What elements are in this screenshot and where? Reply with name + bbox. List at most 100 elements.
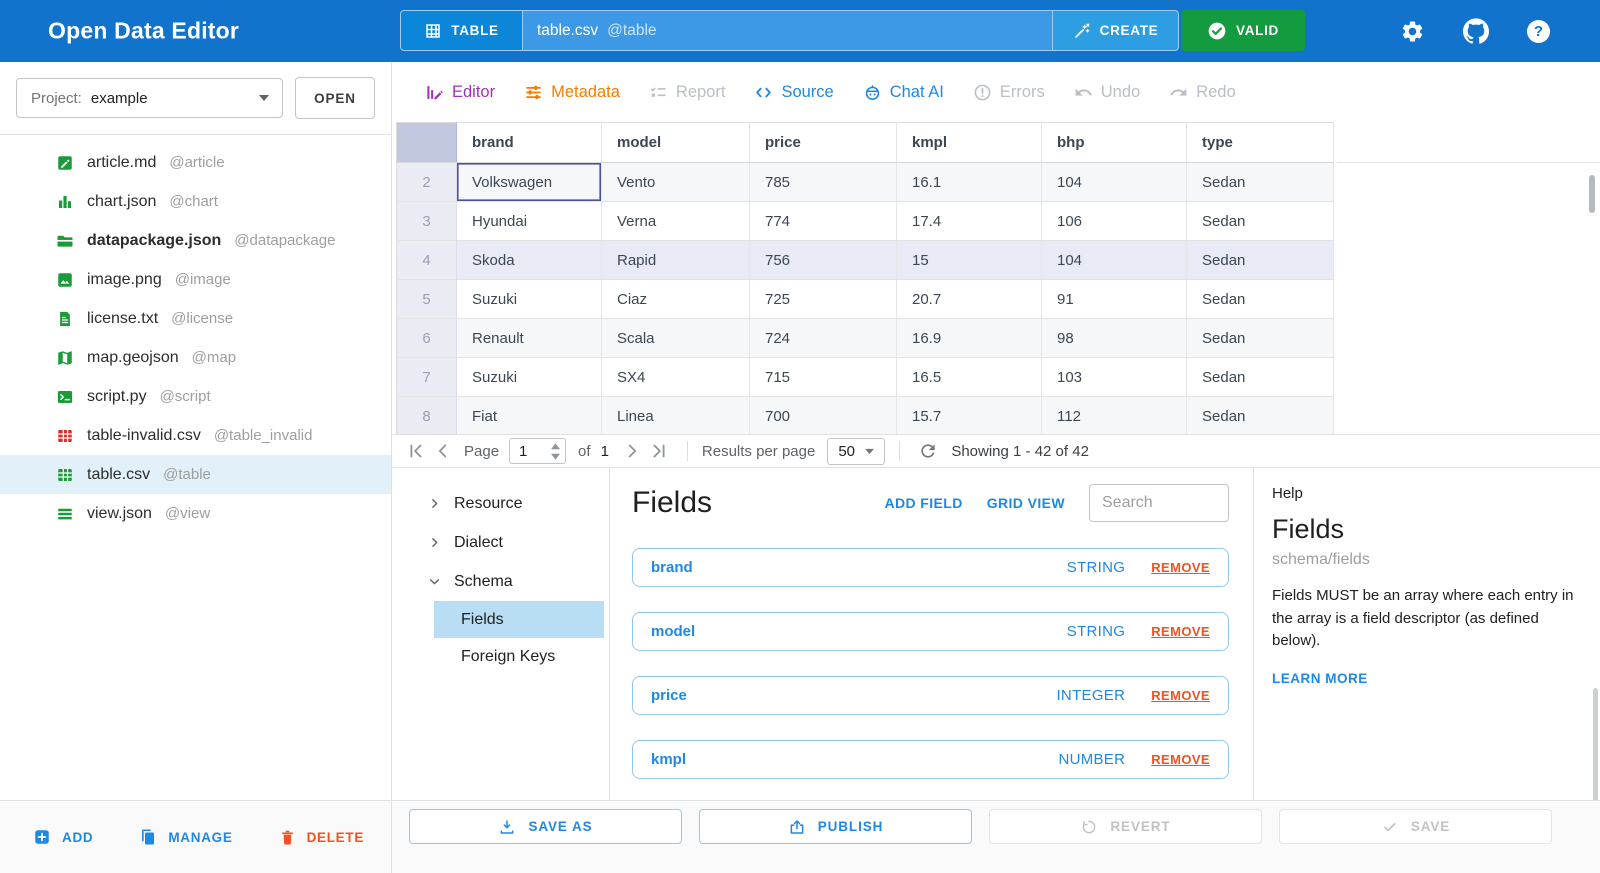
tab-source[interactable]: Source [754, 83, 834, 102]
row-number[interactable]: 7 [396, 357, 457, 397]
column-header-model[interactable]: model [601, 122, 750, 163]
cell[interactable]: Linea [601, 396, 750, 434]
table-mode-button[interactable]: TABLE [400, 10, 523, 51]
cell[interactable]: 98 [1041, 318, 1187, 358]
page-number-input[interactable] [509, 438, 567, 464]
column-header-bhp[interactable]: bhp [1041, 122, 1187, 163]
row-number[interactable]: 4 [396, 240, 457, 280]
cell[interactable]: 756 [749, 240, 897, 280]
grid-view-button[interactable]: GRID VIEW [986, 495, 1065, 511]
row-number[interactable]: 2 [396, 162, 457, 202]
cell[interactable]: 16.1 [896, 162, 1042, 202]
tree-item-foreign-keys[interactable]: Foreign Keys [461, 647, 556, 665]
row-number[interactable]: 6 [396, 318, 457, 358]
cell[interactable]: 106 [1041, 201, 1187, 241]
cell[interactable]: 724 [749, 318, 897, 358]
cell[interactable]: 700 [749, 396, 897, 434]
column-header-price[interactable]: price [749, 122, 897, 163]
cell[interactable]: SX4 [601, 357, 750, 397]
tab-metadata[interactable]: Metadata [524, 83, 620, 102]
sidebar-item-datapackage[interactable]: datapackage.json @datapackage [0, 221, 391, 260]
cell[interactable]: Verna [601, 201, 750, 241]
remove-button[interactable]: REMOVE [1151, 752, 1210, 767]
cell[interactable]: Sedan [1186, 279, 1334, 319]
sidebar-item-chart[interactable]: chart.json @chart [0, 182, 391, 221]
results-per-page-select[interactable]: 50 [827, 437, 886, 465]
field-card-price[interactable]: price INTEGER REMOVE [632, 676, 1229, 715]
cell[interactable]: Sedan [1186, 396, 1334, 434]
last-page-icon[interactable] [646, 440, 673, 462]
cell[interactable]: Skoda [456, 240, 602, 280]
delete-button[interactable]: DELETE [279, 829, 364, 846]
tree-item-schema[interactable]: Schema [392, 562, 609, 601]
cell[interactable]: Sedan [1186, 357, 1334, 397]
column-header-brand[interactable]: brand [456, 122, 602, 163]
cell[interactable]: 103 [1041, 357, 1187, 397]
first-page-icon[interactable] [402, 440, 429, 462]
cell[interactable]: 91 [1041, 279, 1187, 319]
vertical-scrollbar[interactable] [1589, 175, 1595, 213]
sidebar-item-view[interactable]: view.json @view [0, 494, 391, 533]
field-card-model[interactable]: model STRING REMOVE [632, 612, 1229, 651]
add-field-button[interactable]: ADD FIELD [884, 495, 963, 511]
cell[interactable]: Suzuki [456, 279, 602, 319]
cell[interactable]: Rapid [601, 240, 750, 280]
cell[interactable]: Fiat [456, 396, 602, 434]
cell[interactable]: Renault [456, 318, 602, 358]
cell[interactable]: Vento [601, 162, 750, 202]
learn-more-link[interactable]: LEARN MORE [1272, 670, 1368, 686]
publish-button[interactable]: PUBLISH [699, 809, 972, 844]
sidebar-item-script[interactable]: script.py @script [0, 377, 391, 416]
column-header-kmpl[interactable]: kmpl [896, 122, 1042, 163]
vertical-scrollbar[interactable] [1593, 688, 1598, 826]
remove-button[interactable]: REMOVE [1151, 624, 1210, 639]
cell[interactable]: 104 [1041, 240, 1187, 280]
cell[interactable]: 16.9 [896, 318, 1042, 358]
sidebar-item-map[interactable]: map.geojson @map [0, 338, 391, 377]
tree-item-fields[interactable]: Fields [434, 601, 604, 638]
manage-button[interactable]: MANAGE [139, 828, 232, 846]
save-as-button[interactable]: SAVE AS [409, 809, 682, 844]
tree-item-dialect[interactable]: Dialect [392, 523, 609, 562]
help-icon[interactable]: ? [1527, 19, 1550, 43]
next-page-icon[interactable] [619, 440, 646, 462]
search-input[interactable] [1089, 484, 1229, 522]
cell[interactable]: 715 [749, 357, 897, 397]
open-project-button[interactable]: OPEN [295, 77, 375, 119]
cell[interactable]: 15 [896, 240, 1042, 280]
cell[interactable]: Ciaz [601, 279, 750, 319]
spinner-arrows-icon[interactable] [551, 443, 561, 460]
sidebar-item-image[interactable]: image.png @image [0, 260, 391, 299]
sidebar-item-table-invalid[interactable]: table-invalid.csv @table_invalid [0, 416, 391, 455]
tab-chat-ai[interactable]: Chat AI [863, 83, 944, 102]
cell[interactable]: 725 [749, 279, 897, 319]
cell[interactable]: 16.5 [896, 357, 1042, 397]
cell[interactable]: 15.7 [896, 396, 1042, 434]
sidebar-item-article[interactable]: article.md @article [0, 143, 391, 182]
prev-page-icon[interactable] [429, 440, 456, 462]
row-number[interactable]: 3 [396, 201, 457, 241]
file-path-input[interactable]: table.csv @table [523, 10, 1053, 51]
row-number[interactable]: 8 [396, 396, 457, 434]
remove-button[interactable]: REMOVE [1151, 560, 1210, 575]
github-icon[interactable] [1463, 18, 1489, 44]
cell[interactable]: Sedan [1186, 318, 1334, 358]
field-card-brand[interactable]: brand STRING REMOVE [632, 548, 1229, 587]
cell[interactable]: 104 [1041, 162, 1187, 202]
cell[interactable]: Scala [601, 318, 750, 358]
column-header-type[interactable]: type [1186, 122, 1334, 163]
refresh-icon[interactable] [914, 441, 941, 461]
page-number-field[interactable] [510, 441, 556, 461]
tab-editor[interactable]: Editor [425, 83, 495, 102]
remove-button[interactable]: REMOVE [1151, 688, 1210, 703]
cell[interactable]: Sedan [1186, 162, 1334, 202]
tree-item-resource[interactable]: Resource [392, 484, 609, 523]
sidebar-item-table[interactable]: table.csv @table [0, 455, 391, 494]
create-button[interactable]: CREATE [1053, 10, 1179, 51]
add-button[interactable]: ADD [33, 828, 93, 846]
field-card-kmpl[interactable]: kmpl NUMBER REMOVE [632, 740, 1229, 779]
cell[interactable]: 20.7 [896, 279, 1042, 319]
cell[interactable]: Sedan [1186, 240, 1334, 280]
cell[interactable]: 112 [1041, 396, 1187, 434]
cell-focused[interactable]: Volkswagen [456, 162, 602, 202]
